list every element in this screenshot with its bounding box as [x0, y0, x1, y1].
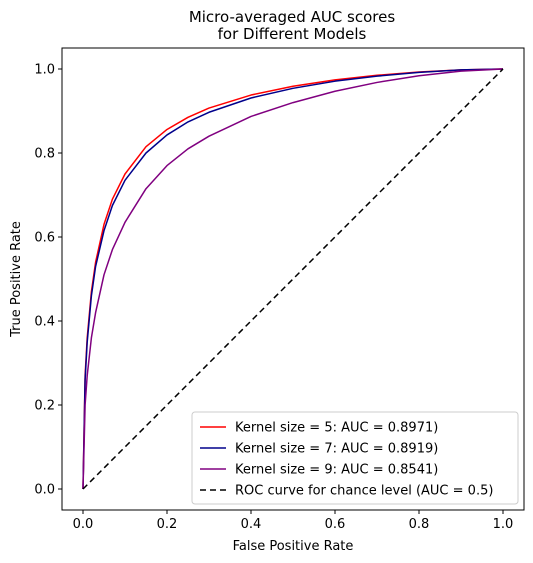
y-tick-label: 0.4	[34, 315, 55, 330]
legend-label-4: ROC curve for chance level (AUC = 0.5)	[235, 484, 493, 499]
legend-label-1: Kernel size = 5: AUC = 0.8971)	[235, 421, 438, 436]
plot-lines	[82, 68, 504, 490]
y-axis-ticks: 0.0 0.2 0.4 0.6 0.8 1.0	[34, 63, 62, 498]
series-line-3	[82, 68, 504, 490]
series-line-4	[82, 68, 504, 490]
legend: Kernel size = 5: AUC = 0.8971) Kernel siz…	[191, 411, 519, 505]
y-tick-label: 0.8	[34, 147, 55, 162]
legend-frame	[191, 411, 519, 505]
plot-area-frame	[61, 47, 525, 511]
x-tick-label: 0.8	[409, 517, 430, 532]
y-axis-label: True Positive Rate	[9, 221, 24, 338]
legend-label-3: Kernel size = 9: AUC = 0.8541)	[235, 463, 438, 478]
x-axis-label: False Positive Rate	[233, 539, 354, 554]
legend-label-2: Kernel size = 7: AUC = 0.8919)	[235, 442, 438, 457]
chart-title-line-2: for Different Models	[218, 25, 367, 43]
chart-title-line-1: Micro-averaged AUC scores	[189, 8, 396, 26]
y-tick-label: 0.0	[34, 483, 55, 498]
x-tick-label: 0.6	[325, 517, 346, 532]
x-tick-label: 0.2	[157, 517, 178, 532]
x-axis-ticks: 0.0 0.2 0.4 0.6 0.8 1.0	[73, 510, 514, 532]
x-tick-label: 0.4	[241, 517, 262, 532]
x-tick-label: 1.0	[493, 517, 514, 532]
y-tick-label: 0.6	[34, 231, 55, 246]
y-tick-label: 1.0	[34, 63, 55, 78]
y-tick-label: 0.2	[34, 399, 55, 414]
x-tick-label: 0.0	[73, 517, 94, 532]
series-line-2	[82, 68, 504, 490]
